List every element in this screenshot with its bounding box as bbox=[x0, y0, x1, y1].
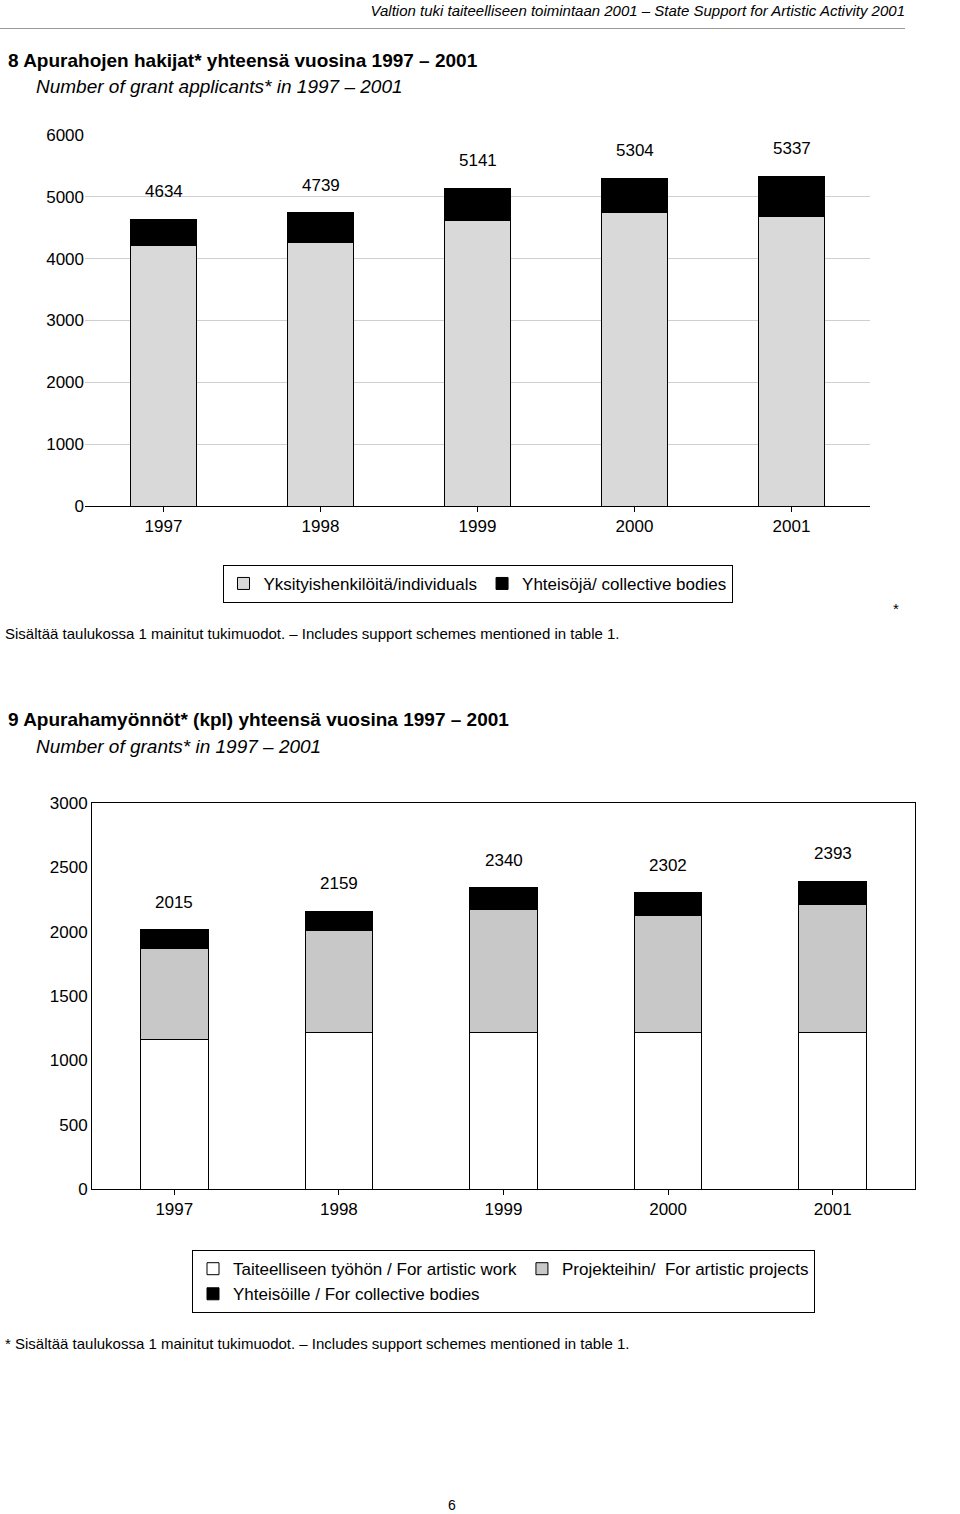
svg-text:3000: 3000 bbox=[46, 311, 84, 330]
svg-text:1500: 1500 bbox=[50, 987, 88, 1006]
svg-text:1997: 1997 bbox=[145, 517, 183, 536]
svg-text:4739: 4739 bbox=[302, 176, 340, 195]
svg-text:1998: 1998 bbox=[302, 517, 340, 536]
svg-text:5000: 5000 bbox=[46, 188, 84, 207]
svg-text:Yhteisöille / For collective b: Yhteisöille / For collective bodies bbox=[233, 1285, 480, 1304]
html-text:Valtion tuki taiteelliseen toi: Valtion tuki taiteelliseen toimintaan 20… bbox=[370, 2, 905, 19]
svg-text:2500: 2500 bbox=[50, 858, 88, 877]
svg-text:Taiteelliseen työhön / For art: Taiteelliseen työhön / For artistic work bbox=[233, 1260, 517, 1279]
svg-text:5337: 5337 bbox=[773, 139, 811, 158]
svg-text:2340: 2340 bbox=[485, 851, 523, 870]
svg-text:2302: 2302 bbox=[649, 856, 687, 875]
html-text:6: 6 bbox=[448, 1497, 456, 1513]
svg-text:2000: 2000 bbox=[46, 373, 84, 392]
html-text:8 Apurahojen hakijat* yhteensä: 8 Apurahojen hakijat* yhteensä vuosina 1… bbox=[8, 50, 478, 71]
svg-text:5304: 5304 bbox=[616, 141, 654, 160]
svg-text:2001: 2001 bbox=[814, 1200, 852, 1219]
svg-text:3000: 3000 bbox=[50, 794, 88, 813]
svg-text:4634: 4634 bbox=[145, 182, 183, 201]
svg-text:1997: 1997 bbox=[155, 1200, 193, 1219]
svg-text:1998: 1998 bbox=[320, 1200, 358, 1219]
svg-text:2159: 2159 bbox=[320, 874, 358, 893]
svg-text:Yhteisöjä/ collective bodies: Yhteisöjä/ collective bodies bbox=[522, 575, 726, 594]
html-text:* Sisältää taulukossa 1 mainit: * Sisältää taulukossa 1 mainitut tukimuo… bbox=[5, 1335, 630, 1352]
html-text:Sisältää taulukossa 1 mainitut: Sisältää taulukossa 1 mainitut tukimuodo… bbox=[5, 625, 620, 642]
svg-text:Yksityishenkilöitä/individuals: Yksityishenkilöitä/individuals bbox=[264, 575, 478, 594]
svg-text:0: 0 bbox=[75, 497, 84, 516]
svg-text:2015: 2015 bbox=[155, 893, 193, 912]
svg-text:1999: 1999 bbox=[485, 1200, 523, 1219]
html-text:Number of grants* in 1997 – 20: Number of grants* in 1997 – 2001 bbox=[36, 736, 322, 757]
svg-text:6000: 6000 bbox=[46, 126, 84, 145]
svg-text:2000: 2000 bbox=[50, 923, 88, 942]
svg-text:1000: 1000 bbox=[46, 435, 84, 454]
html-text:9 Apurahamyönnöt* (kpl) yhteen: 9 Apurahamyönnöt* (kpl) yhteensä vuosina… bbox=[8, 709, 509, 730]
svg-text:2000: 2000 bbox=[616, 517, 654, 536]
svg-text:2001: 2001 bbox=[773, 517, 811, 536]
svg-text:5141: 5141 bbox=[459, 151, 497, 170]
svg-text:1999: 1999 bbox=[459, 517, 497, 536]
svg-text:500: 500 bbox=[59, 1116, 87, 1135]
svg-text:4000: 4000 bbox=[46, 250, 84, 269]
svg-text:0: 0 bbox=[78, 1180, 87, 1199]
svg-text:2000: 2000 bbox=[649, 1200, 687, 1219]
html-text:Number of grant applicants* in: Number of grant applicants* in 1997 – 20… bbox=[36, 76, 403, 97]
svg-text:Projekteihin/ For artistic pr: Projekteihin/ For artistic projects bbox=[562, 1260, 809, 1279]
svg-text:1000: 1000 bbox=[50, 1051, 88, 1070]
svg-text:2393: 2393 bbox=[814, 844, 852, 863]
